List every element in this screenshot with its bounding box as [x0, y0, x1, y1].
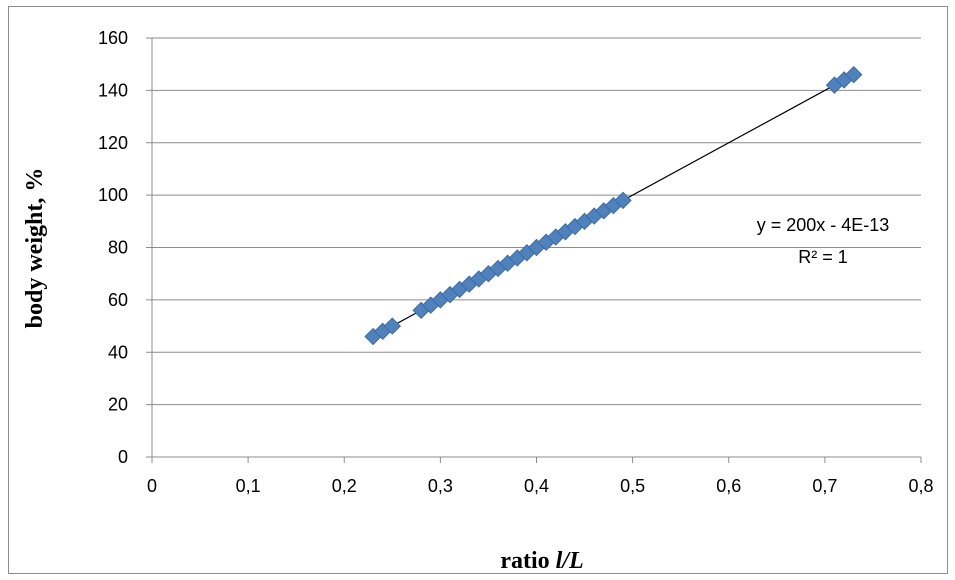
x-tick-label: 0,8: [908, 476, 933, 496]
y-tick-label: 100: [98, 185, 128, 205]
x-tick-label: 0,3: [428, 476, 453, 496]
y-tick-label: 40: [108, 342, 128, 362]
x-tick-label: 0,7: [812, 476, 837, 496]
y-tick-label: 80: [108, 238, 128, 258]
x-axis-title-prefix: ratio: [500, 548, 555, 574]
data-points: [364, 65, 863, 346]
y-tick-label: 20: [108, 395, 128, 415]
y-tick-label: 140: [98, 80, 128, 100]
y-tick-labels: 0 20 40 60 80 100 120 140 160: [98, 28, 128, 467]
data-point: [383, 317, 402, 335]
y-tick-label: 60: [108, 290, 128, 310]
x-tick-label: 0: [147, 476, 157, 496]
data-point: [614, 191, 632, 210]
x-axis-title: ratio l/L: [500, 548, 583, 574]
axes: [146, 37, 922, 463]
x-tick-label: 0,6: [716, 476, 741, 496]
x-axis-title-variable: l/L: [556, 548, 584, 574]
chart-frame: [8, 6, 948, 574]
x-tick-label: 0,4: [524, 476, 549, 496]
trendline-r-squared: R² = 1: [798, 247, 848, 267]
x-tick-labels: 0 0,1 0,2 0,3 0,4 0,5 0,6 0,7 0,8: [147, 476, 934, 496]
y-axis-title: body weight, %: [22, 168, 48, 329]
x-tick-label: 0,2: [332, 476, 357, 496]
x-tick-label: 0,5: [620, 476, 645, 496]
y-tick-label: 120: [98, 133, 128, 153]
y-tick-label: 160: [98, 28, 128, 48]
grid-lines: [152, 37, 921, 406]
trendline-equation: y = 200x - 4E-13: [757, 215, 890, 235]
data-point: [845, 65, 863, 84]
y-tick-label: 0: [118, 447, 128, 467]
x-tick-label: 0,1: [236, 476, 261, 496]
